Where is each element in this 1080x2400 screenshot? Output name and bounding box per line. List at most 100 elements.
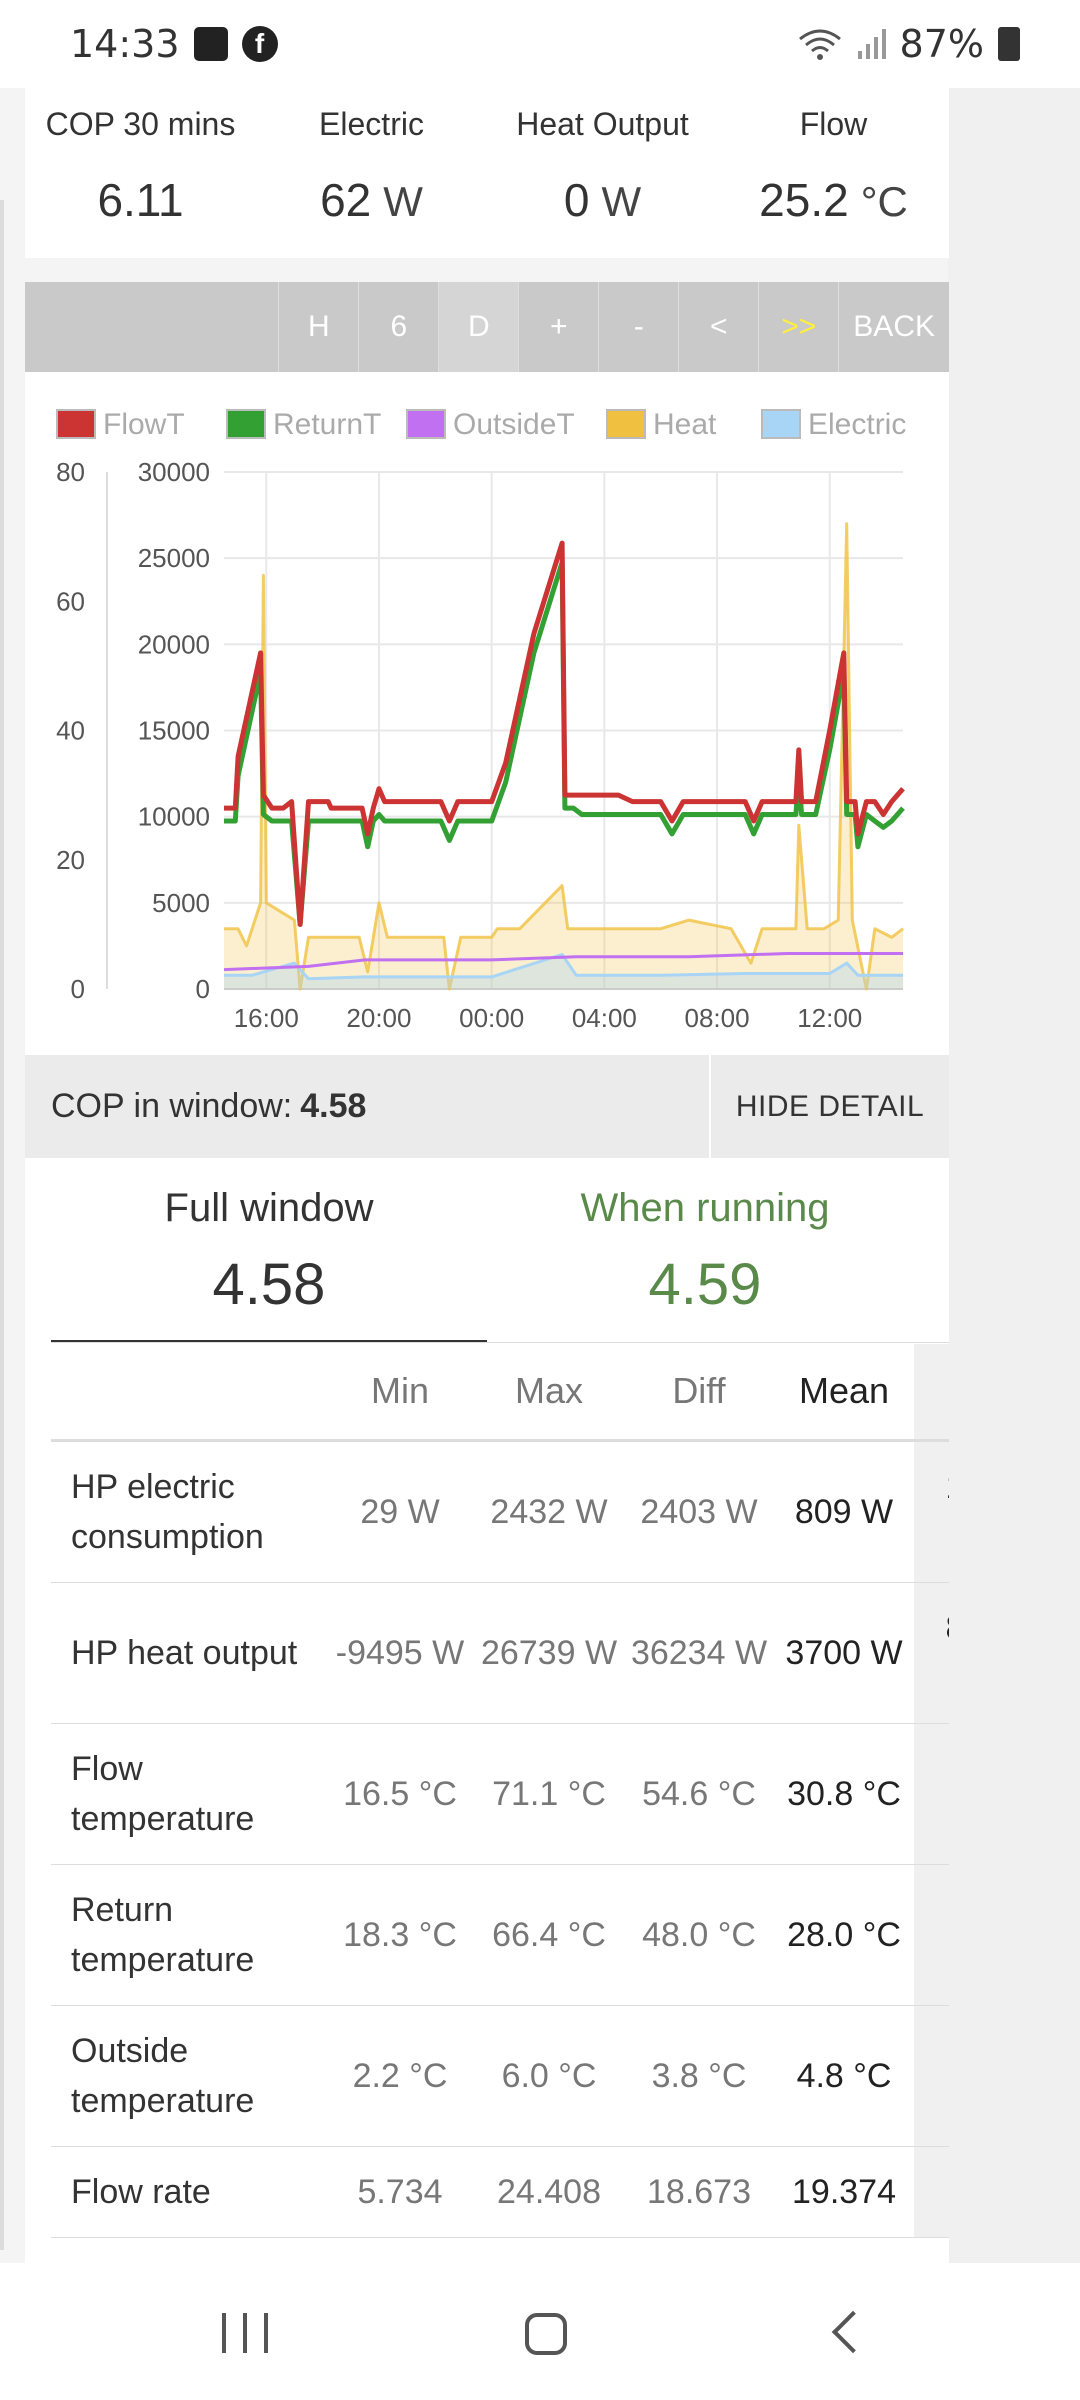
stats-table: Min Max Diff Mean kWh HP electric consum… — [51, 1344, 949, 2238]
row-mean: 28.0 °C — [774, 1864, 914, 2006]
summary-label: Electric — [319, 106, 424, 142]
summary-label: Heat Output — [516, 106, 689, 142]
y-left-tick: 0 — [71, 974, 85, 1004]
timeseries-chart[interactable]: FlowT ReturnT OutsideT Heat Electric 30000 250… — [25, 372, 949, 1055]
row-kwh: 88.859 kWh — [914, 1582, 949, 1724]
row-kwh — [914, 1864, 949, 2006]
tab-label: Full window — [164, 1186, 374, 1230]
summary-value: 0 — [563, 174, 590, 226]
day-button[interactable]: D — [438, 282, 519, 372]
six-hour-button[interactable]: 6 — [358, 282, 438, 372]
tabs-divider — [51, 1342, 949, 1343]
tab-when-running[interactable]: When running 4.59 — [487, 1158, 923, 1343]
back-button[interactable]: BACK — [838, 282, 949, 372]
pan-left-button[interactable]: < — [678, 282, 758, 372]
tab-full-window[interactable]: Full window 4.58 — [51, 1158, 487, 1343]
legend-label: FlowT — [103, 408, 185, 441]
row-name: HP electric consumption — [51, 1440, 326, 1583]
y-right-tick: 25000 — [138, 543, 210, 573]
y-right-tick: 0 — [196, 974, 210, 1004]
row-name: Flow rate — [51, 2146, 326, 2238]
x-tick: 04:00 — [572, 1003, 637, 1033]
y-left-tick: 80 — [56, 457, 85, 487]
legend-swatch — [226, 409, 266, 439]
stats-tabs: Full window 4.58 When running 4.59 — [51, 1158, 949, 1343]
row-mean: 809 W — [774, 1440, 914, 1583]
row-min: 16.5 °C — [326, 1723, 474, 1865]
row-max: 71.1 °C — [474, 1723, 624, 1865]
summary-electric: Electric 62 W — [256, 88, 487, 258]
summary-value: 62 — [320, 174, 372, 226]
flowt-series-line — [224, 540, 905, 927]
row-diff: 3.8 °C — [624, 2005, 774, 2147]
signal-icon — [857, 29, 886, 59]
row-diff: 36234 W — [624, 1582, 774, 1724]
legend-swatch — [761, 409, 801, 439]
summary-panel: COP 30 mins 6.11 Electric 62 W Heat Outpu… — [25, 88, 949, 258]
zoom-in-button[interactable]: + — [518, 282, 598, 372]
battery-icon — [998, 27, 1020, 61]
row-name: Outside temperature — [51, 2005, 326, 2147]
header-diff: Diff — [624, 1344, 774, 1442]
page-edge — [0, 200, 4, 2250]
cop-window-label: COP in window: — [51, 1087, 293, 1125]
summary-value: 25.2 — [759, 174, 849, 226]
header-min: Min — [326, 1344, 474, 1442]
outsidet-series-line — [223, 952, 903, 972]
summary-cop: COP 30 mins 6.11 — [25, 88, 256, 258]
header-kwh: kWh — [914, 1344, 949, 1442]
summary-flow: Flow 25.2 °C — [718, 88, 949, 258]
row-mean: 4.8 °C — [774, 2005, 914, 2147]
row-name: Flow temperature — [51, 1723, 326, 1865]
hide-detail-button[interactable]: HIDE DETAIL — [709, 1055, 949, 1158]
chart-toolbar: H 6 D + - < >> BACK — [25, 282, 949, 372]
table-row: Outside temperature 2.2 °C 6.0 °C 3.8 °C 4.8… — [51, 2005, 949, 2147]
row-kwh — [914, 2005, 949, 2147]
header-name — [51, 1344, 326, 1442]
recents-icon[interactable] — [222, 2313, 268, 2353]
summary-label: Flow — [799, 106, 868, 142]
clock: 14:33 — [70, 22, 180, 66]
table-header-row: Min Max Diff Mean kWh — [51, 1344, 949, 1442]
row-diff: 54.6 °C — [624, 1723, 774, 1865]
summary-unit: °C — [860, 178, 908, 225]
cop-window-value: 4.58 — [300, 1087, 367, 1125]
facebook-icon: f — [241, 26, 278, 62]
zoom-out-button[interactable]: - — [598, 282, 678, 372]
row-diff: 18.673 — [624, 2146, 774, 2238]
row-mean: 3700 W — [774, 1582, 914, 1724]
cop-window-bar: COP in window: 4.58 HIDE DETAIL — [25, 1055, 949, 1158]
y-right-tick: 15000 — [138, 716, 210, 746]
x-tick: 12:00 — [797, 1003, 862, 1033]
row-min: 2.2 °C — [326, 2005, 474, 2147]
row-diff: 2403 W — [624, 1440, 774, 1583]
pan-right-button[interactable]: >> — [758, 282, 838, 372]
header-mean: Mean — [774, 1344, 914, 1442]
tab-value: 4.59 — [648, 1252, 762, 1317]
heat-series-line — [224, 522, 904, 991]
y-right-tick: 20000 — [138, 629, 210, 659]
y-left-tick: 60 — [56, 586, 85, 616]
table-row: Return temperature 18.3 °C 66.4 °C 48.0 °C 2… — [51, 1864, 949, 2006]
legend-label: Heat — [653, 408, 717, 441]
row-min: 5.734 — [326, 2146, 474, 2238]
row-max: 24.408 — [474, 2146, 624, 2238]
row-kwh — [914, 1723, 949, 1865]
battery-percent: 87% — [899, 22, 984, 66]
row-max: 66.4 °C — [474, 1864, 624, 2006]
legend-label: ReturnT — [273, 408, 381, 441]
back-nav-icon[interactable] — [831, 2310, 875, 2354]
row-name: Return temperature — [51, 1864, 326, 2006]
electric-series-line — [224, 953, 903, 981]
home-icon[interactable] — [525, 2313, 567, 2355]
y-right-tick: 5000 — [152, 888, 210, 918]
hour-button[interactable]: H — [278, 282, 358, 372]
y-right-tick: 10000 — [138, 802, 210, 832]
x-tick: 08:00 — [685, 1003, 750, 1033]
x-tick: 20:00 — [346, 1003, 411, 1033]
header-max: Max — [474, 1344, 624, 1442]
row-diff: 48.0 °C — [624, 1864, 774, 2006]
legend-swatch — [406, 409, 446, 439]
